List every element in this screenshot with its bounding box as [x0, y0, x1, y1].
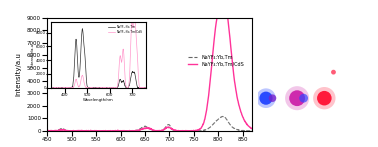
Point — [330, 71, 336, 73]
Point — [294, 97, 300, 99]
Point — [301, 97, 307, 99]
Point — [294, 97, 300, 99]
Point — [321, 97, 327, 99]
Y-axis label: Intensity/a.u: Intensity/a.u — [15, 52, 22, 96]
Point — [263, 97, 269, 99]
Legend: NaYF₄:Yb,Tm, NaYF₄:Yb,Tm/CdS: NaYF₄:Yb,Tm, NaYF₄:Yb,Tm/CdS — [186, 52, 246, 69]
Point — [270, 97, 276, 99]
Point — [321, 97, 327, 99]
Point — [263, 97, 269, 99]
